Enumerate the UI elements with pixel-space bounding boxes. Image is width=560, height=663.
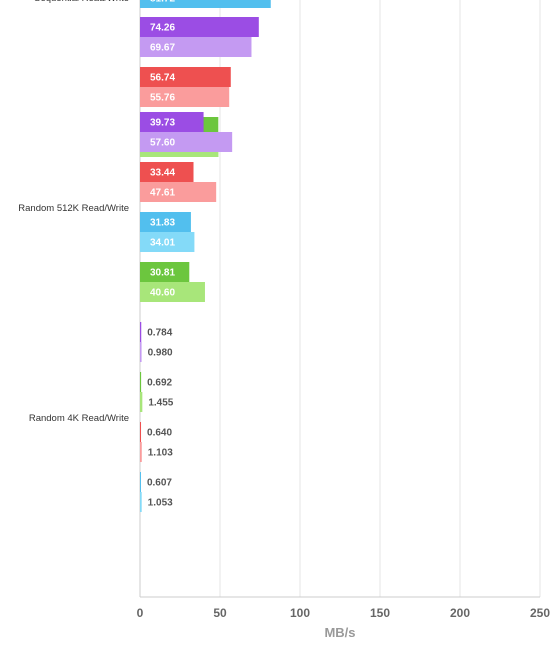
bar [140,67,231,87]
bar [140,182,217,202]
bar-value-label: 40.60 [150,288,175,299]
bar-value-label: 1.103 [148,448,173,459]
bar-value-label: 0.692 [147,378,172,389]
bar-value-label: 74.26 [150,23,175,34]
category-label: Sequential Read/Write [34,0,129,4]
bar-value-label: 69.67 [150,43,175,54]
bar-value-label: 0.980 [148,348,173,359]
bar [140,262,190,282]
bars: 81.7274.2669.6756.7455.7648.9449.0339.73… [140,0,271,512]
bar [140,322,142,342]
bar [140,232,195,252]
bar [140,282,205,302]
bar-value-label: 39.73 [150,118,175,129]
category-label: Random 4K Read/Write [29,413,129,424]
x-tick-label: 200 [450,606,470,620]
bar-value-label: 0.784 [147,328,172,339]
bar-value-label: 56.74 [150,73,175,84]
bar-value-label: 33.44 [150,168,175,179]
bar [140,87,230,107]
bar [140,442,142,462]
bar-value-label: 0.640 [147,428,172,439]
category-labels: Sequential Read/Write Random 512K Read/Wr… [18,0,129,424]
bar-value-label: 30.81 [150,268,175,279]
bar [140,422,142,442]
bar-value-label: 1.455 [148,398,173,409]
bar [140,162,194,182]
x-tick-label: 50 [213,606,227,620]
bar [140,37,252,57]
bar [140,342,142,362]
bar-value-label: 47.61 [150,188,175,199]
x-tick-labels: 0 50 100 150 200 250 [137,606,551,620]
bar-value-label: 34.01 [150,238,175,249]
bar [140,212,191,232]
bar [140,372,142,392]
category-label: Random 512K Read/Write [18,203,129,214]
bar-value-label: 1.053 [148,498,173,509]
bar-value-label: 0.607 [147,478,172,489]
bar-value-label: 55.76 [150,93,175,104]
bar-value-label: 81.72 [150,0,175,5]
x-tick-label: 250 [530,606,550,620]
bar [140,132,233,152]
x-axis-title: MB/s [324,625,355,640]
bar [140,472,141,492]
bar [140,0,271,8]
x-tick-label: 0 [137,606,144,620]
x-tick-label: 150 [370,606,390,620]
bar [140,392,143,412]
bar [140,112,204,132]
x-tick-label: 100 [290,606,310,620]
bar-value-label: 57.60 [150,138,175,149]
bar-value-label: 31.83 [150,218,175,229]
bar [140,17,259,37]
bar [140,492,142,512]
